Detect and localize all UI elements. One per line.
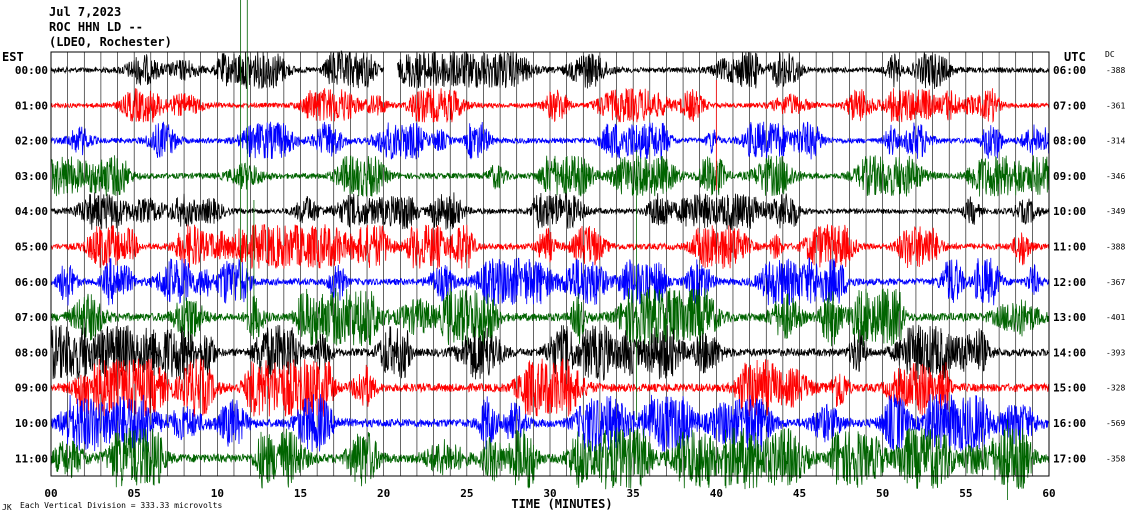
dc-offset-labels: -388 -361 -314 -346 -349 -388 -367 -401 -393 -328… [1106,66,1125,463]
x-tick-label: 60 [1042,487,1055,500]
dc-offset-label: -388 [1106,243,1125,252]
seismic-traces [50,0,1050,500]
dc-offset-label: -314 [1106,137,1125,146]
left-time-label: 01:00 [15,99,48,112]
header-date: Jul 7,2023 [49,5,121,19]
right-time-label: 17:00 [1053,452,1086,465]
dc-offset-label: -367 [1106,278,1125,287]
left-time-label: 02:00 [15,135,48,148]
right-timezone-label: UTC [1064,50,1086,64]
x-tick-label: 05 [128,487,141,500]
trace-line [50,223,1050,269]
left-time-labels: 00:00 01:00 02:00 03:00 04:00 05:00 06:00 07:00… [15,64,48,465]
x-tick-label: 40 [710,487,723,500]
x-tick-label: 30 [543,487,556,500]
trace-line [50,50,1050,89]
footer-mark: JK [2,503,12,512]
left-time-label: 05:00 [15,241,48,254]
plot-frame [50,51,1050,477]
left-time-label: 06:00 [15,276,48,289]
left-time-label: 09:00 [15,382,48,395]
right-time-label: 13:00 [1053,311,1086,324]
left-time-label: 08:00 [15,346,48,359]
right-time-label: 08:00 [1053,135,1086,148]
dc-offset-label: -346 [1106,172,1125,181]
header-location: (LDEO, Rochester) [49,35,172,49]
trace-line [50,287,1050,347]
dc-offset-label: -393 [1106,348,1125,357]
footer-scale-note: Each Vertical Division = 333.33 microvol… [20,501,222,510]
left-time-label: 00:00 [15,64,48,77]
x-tick-label: 00 [44,487,57,500]
x-axis-label: TIME (MINUTES) [511,497,612,511]
right-time-label: 07:00 [1053,99,1086,112]
left-timezone-label: EST [2,50,24,64]
x-tick-label: 55 [959,487,972,500]
dc-offset-label: -328 [1106,384,1125,393]
trace-line [50,358,1050,417]
right-time-label: 11:00 [1053,241,1086,254]
dc-offset-label: -361 [1106,101,1125,110]
x-tick-label: 35 [627,487,640,500]
right-time-label: 10:00 [1053,205,1086,218]
x-tick-labels: 00 05 10 15 20 25 30 35 40 45 50 55 60 [44,487,1055,500]
dc-offset-label: -401 [1106,313,1125,322]
right-time-label: 12:00 [1053,276,1086,289]
header-station: ROC HHN LD -- [49,20,143,34]
x-tick-label: 15 [294,487,307,500]
trace-line [50,88,1050,123]
dc-header-label: DC [1105,50,1115,59]
left-time-label: 11:00 [15,452,48,465]
x-tick-label: 20 [377,487,390,500]
x-tick-label: 50 [876,487,889,500]
x-tick-label: 25 [460,487,473,500]
x-tick-label: 45 [793,487,806,500]
left-time-label: 10:00 [15,417,48,430]
dc-offset-label: -388 [1106,66,1125,75]
dc-offset-label: -569 [1106,419,1125,428]
right-time-label: 14:00 [1053,346,1086,359]
trace-line [50,155,1050,197]
dc-offset-label: -358 [1106,454,1125,463]
dc-offset-label: -349 [1106,207,1125,216]
left-time-label: 04:00 [15,205,48,218]
x-tick-label: 10 [211,487,224,500]
trace-line [50,257,1050,306]
trace-line [50,192,1050,231]
right-time-labels: 06:00 07:00 08:00 09:00 10:00 11:00 12:00 13:00… [1053,64,1086,465]
right-time-label: 06:00 [1053,64,1086,77]
trace-line [50,324,1050,381]
trace-line [50,427,1050,490]
left-time-label: 07:00 [15,311,48,324]
trace-line [50,121,1050,160]
trace-line [50,394,1050,453]
right-time-label: 09:00 [1053,170,1086,183]
right-time-label: 16:00 [1053,417,1086,430]
left-time-label: 03:00 [15,170,48,183]
right-time-label: 15:00 [1053,382,1086,395]
